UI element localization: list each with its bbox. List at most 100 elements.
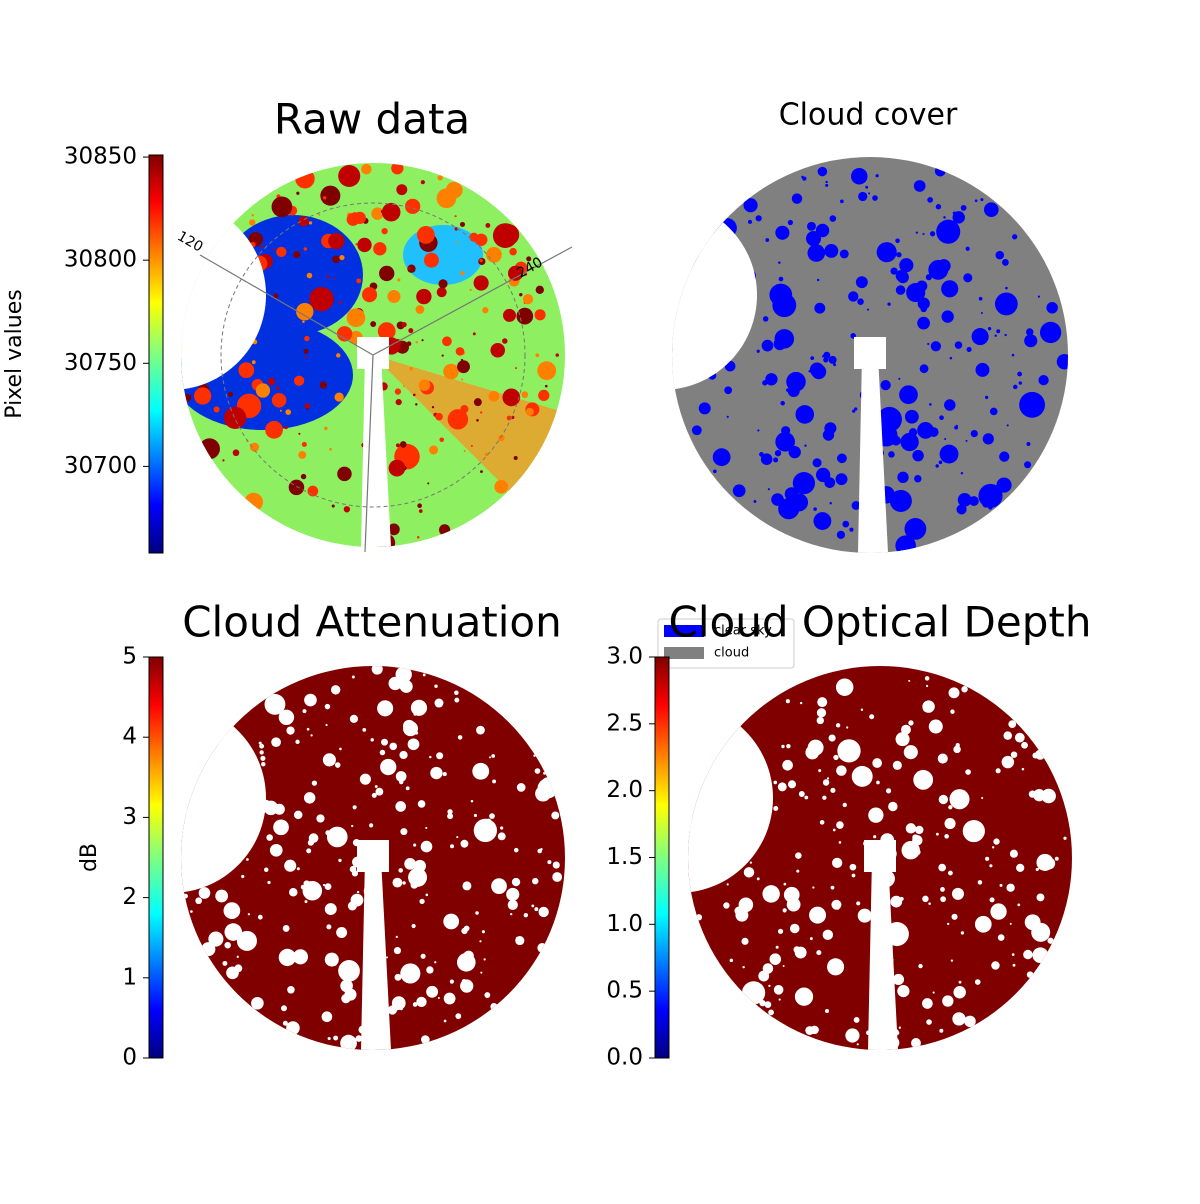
panel-title: Raw data — [274, 95, 470, 144]
texture-dot — [964, 1015, 976, 1028]
texture-dot — [773, 984, 784, 995]
texture-dot — [756, 349, 760, 353]
texture-dot — [457, 735, 463, 740]
colorbar-tick-label: 30850 — [64, 144, 137, 170]
texture-dot — [948, 687, 960, 699]
texture-dot — [830, 885, 835, 890]
texture-dot — [396, 184, 408, 196]
texture-dot — [330, 685, 341, 695]
texture-dot — [1033, 789, 1046, 802]
texture-dot — [391, 163, 404, 175]
texture-dot — [398, 683, 404, 689]
texture-dot — [806, 221, 816, 231]
texture-dot — [515, 936, 520, 941]
texture-dot — [454, 215, 457, 218]
texture-dot — [949, 356, 953, 360]
texture-dot — [726, 415, 729, 418]
texture-dot — [1036, 893, 1045, 902]
texture-dot — [333, 1035, 339, 1041]
texture-dot — [484, 992, 491, 998]
texture-dot — [775, 945, 779, 949]
texture-dot — [994, 334, 997, 337]
texture-dot — [251, 360, 256, 365]
texture-dot — [1001, 755, 1015, 769]
texture-dot — [322, 753, 336, 767]
texture-dot — [786, 743, 791, 749]
texture-dot — [407, 264, 416, 273]
texture-dot — [890, 267, 898, 275]
texture-dot — [400, 963, 421, 984]
texture-dot — [259, 750, 264, 755]
texture-dot — [786, 388, 790, 392]
texture-dot — [280, 1005, 287, 1012]
texture-dot — [835, 723, 841, 728]
texture-dot — [846, 726, 849, 729]
texture-dot — [271, 393, 287, 408]
texture-dot — [288, 887, 298, 897]
texture-dot — [552, 861, 560, 869]
texture-dot — [851, 873, 856, 878]
texture-dot — [1024, 461, 1032, 469]
texture-dot — [513, 847, 519, 853]
texture-dot — [889, 489, 912, 512]
texture-dot — [773, 457, 779, 463]
texture-dot — [805, 231, 822, 247]
texture-dot — [850, 168, 868, 185]
texture-dot — [812, 886, 815, 889]
texture-dot — [537, 943, 547, 953]
texture-dot — [888, 801, 898, 812]
texture-dot — [929, 231, 936, 237]
texture-dot — [926, 1019, 932, 1025]
texture-dot — [476, 418, 479, 422]
texture-dot — [260, 245, 263, 248]
texture-dot — [362, 727, 367, 732]
colorbar-tick-label: 5 — [122, 644, 137, 670]
texture-dot — [300, 473, 307, 480]
texture-dot — [394, 973, 402, 981]
texture-dot — [303, 880, 310, 887]
texture-dot — [835, 678, 854, 696]
texture-dot — [416, 996, 427, 1008]
texture-dot — [840, 199, 844, 204]
texture-dot — [472, 332, 476, 336]
texture-dot — [1026, 971, 1034, 978]
texture-dot — [296, 191, 300, 195]
texture-dot — [1011, 353, 1015, 357]
texture-dot — [400, 828, 408, 836]
texture-dot — [392, 877, 403, 888]
texture-dot — [954, 341, 963, 349]
texture-dot — [420, 953, 426, 959]
texture-dot — [369, 823, 374, 828]
texture-dot — [302, 320, 305, 323]
texture-dot — [925, 274, 932, 281]
texture-dot — [807, 244, 826, 262]
texture-dot — [910, 264, 913, 267]
texture-dot — [741, 937, 749, 945]
texture-dot — [943, 216, 946, 219]
texture-dot — [537, 361, 557, 381]
texture-dot — [479, 411, 483, 414]
texture-dot — [507, 265, 524, 281]
texture-dot — [1017, 903, 1021, 907]
texture-dot — [855, 276, 868, 289]
texture-dot — [809, 362, 825, 377]
texture-dot — [483, 958, 486, 961]
texture-dot — [778, 261, 781, 264]
texture-dot — [944, 438, 947, 441]
texture-dot — [999, 883, 1003, 887]
texture-dot — [276, 386, 280, 391]
texture-dot — [761, 339, 774, 352]
texture-dot — [895, 269, 908, 282]
texture-dot — [1054, 856, 1059, 861]
texture-dot — [849, 863, 857, 871]
texture-dot — [397, 278, 401, 282]
texture-dot — [526, 256, 532, 262]
texture-dot — [482, 824, 496, 838]
texture-dot — [326, 275, 330, 279]
texture-dot — [329, 447, 332, 451]
texture-dot — [836, 530, 846, 539]
texture-dot — [951, 913, 958, 920]
texture-dot — [938, 863, 947, 872]
texture-dot — [419, 898, 425, 905]
texture-dot — [399, 680, 413, 693]
